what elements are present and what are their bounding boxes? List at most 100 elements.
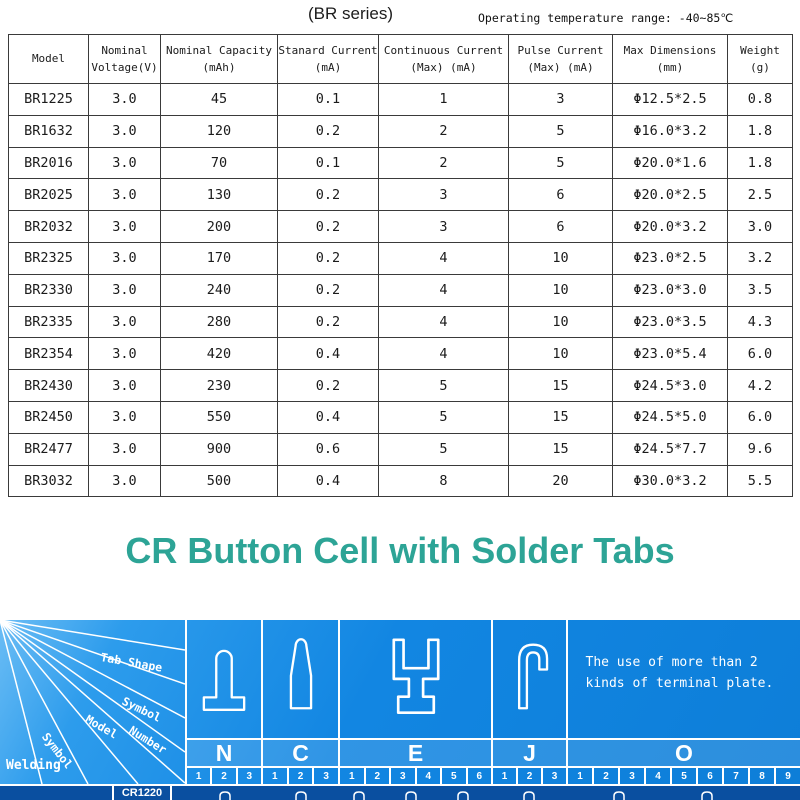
cell-pulse-current: 10: [508, 305, 613, 339]
cell-weight: 1.8: [727, 146, 793, 180]
table-row: BR2025 3.0 130 0.2 3 6 Φ20.0*2.5 2.5: [8, 178, 793, 212]
cutoff-tab-icon: [523, 791, 535, 800]
cell-capacity: 230: [160, 369, 278, 402]
cutoff-tab-icon: [219, 791, 231, 800]
cell-continuous-current: 3: [378, 178, 509, 212]
table-header-row: Model Nominal Voltage(V) Nominal Capacity…: [8, 34, 793, 84]
cutoff-tab-icon: [613, 791, 625, 800]
tab-shape-e-icon: [340, 620, 491, 738]
cr-solder-tabs-heading: CR Button Cell with Solder Tabs: [125, 530, 675, 571]
cell-standard-current: 0.4: [277, 337, 379, 371]
cell-dimensions: Φ24.5*3.0: [612, 369, 728, 402]
col-header-weight: Weight (g): [727, 34, 793, 84]
cell-standard-current: 0.2: [277, 241, 379, 275]
tab-number-cell: 2: [363, 768, 390, 784]
cell-standard-current: 0.1: [277, 83, 379, 116]
tab-number-cell: 8: [748, 768, 774, 784]
tab-letter-o: O: [568, 738, 800, 766]
table-row: BR2016 3.0 70 0.1 2 5 Φ20.0*1.6 1.8: [8, 146, 793, 180]
cell-standard-current: 0.6: [277, 432, 379, 466]
cell-continuous-current: 4: [378, 305, 509, 339]
tab-letter-j: J: [493, 738, 566, 766]
cell-dimensions: Φ23.0*5.4: [612, 337, 728, 371]
diagonal-fan-lines: [0, 620, 186, 785]
cell-continuous-current: 4: [378, 241, 509, 275]
cell-voltage: 3.0: [88, 273, 161, 307]
cell-continuous-current: 1: [378, 83, 509, 116]
cell-model: BR2330: [8, 273, 89, 307]
cell-dimensions: Φ23.0*3.5: [612, 305, 728, 339]
cell-standard-current: 0.1: [277, 146, 379, 180]
tab-shape-c-icon: [263, 620, 338, 738]
cell-dimensions: Φ12.5*2.5: [612, 83, 728, 116]
cell-standard-current: 0.4: [277, 400, 379, 434]
document-header: (BR series) Operating temperature range:…: [0, 0, 800, 34]
cell-standard-current: 0.2: [277, 369, 379, 402]
cell-model: BR2430: [8, 369, 89, 402]
table-row: BR2354 3.0 420 0.4 4 10 Φ23.0*5.4 6.0: [8, 337, 793, 371]
cell-continuous-current: 2: [378, 146, 509, 180]
col-header-standard-current: Stanard Current (mA): [277, 34, 379, 84]
cell-voltage: 3.0: [88, 400, 161, 434]
cell-weight: 6.0: [727, 400, 793, 434]
col-header-dimensions: Max Dimensions (mm): [612, 34, 728, 84]
cell-capacity: 900: [160, 432, 278, 466]
tab-number-cell: 6: [465, 768, 492, 784]
tab-number-cell: 6: [696, 768, 722, 784]
cell-voltage: 3.0: [88, 432, 161, 466]
cutoff-tab-icon: [701, 791, 713, 800]
table-row: BR2430 3.0 230 0.2 5 15 Φ24.5*3.0 4.2: [8, 369, 793, 402]
cell-dimensions: Φ24.5*5.0: [612, 400, 728, 434]
cell-voltage: 3.0: [88, 210, 161, 243]
battery-spec-table: Model Nominal Voltage(V) Nominal Capacity…: [8, 34, 793, 498]
cell-voltage: 3.0: [88, 305, 161, 339]
tab-number-cell: 2: [516, 768, 541, 784]
cell-continuous-current: 8: [378, 464, 509, 498]
cell-model: BR2477: [8, 432, 89, 466]
tab-number-cell: 2: [210, 768, 235, 784]
cell-pulse-current: 5: [508, 146, 613, 180]
cell-weight: 3.2: [727, 241, 793, 275]
cell-model: BR3032: [8, 464, 89, 498]
model-row-band: CR1220: [0, 784, 800, 800]
tab-letter-n: N: [187, 738, 261, 766]
cell-pulse-current: 20: [508, 464, 613, 498]
cell-pulse-current: 10: [508, 337, 613, 371]
table-row: BR1225 3.0 45 0.1 1 3 Φ12.5*2.5 0.8: [8, 83, 793, 116]
col-header-capacity: Nominal Capacity (mAh): [160, 34, 278, 84]
cell-continuous-current: 4: [378, 337, 509, 371]
diagram-corner-labels: Tab Shape Symbol Model Number Symbol Wel…: [0, 620, 186, 785]
cell-voltage: 3.0: [88, 146, 161, 180]
table-row: BR2032 3.0 200 0.2 3 6 Φ20.0*3.2 3.0: [8, 210, 793, 243]
table-row: BR1632 3.0 120 0.2 2 5 Φ16.0*3.2 1.8: [8, 114, 793, 148]
cell-model: BR2325: [8, 241, 89, 275]
tab-number-cell: 5: [670, 768, 696, 784]
tab-letter-c: C: [263, 738, 338, 766]
tab-number-cell: 3: [235, 768, 261, 784]
tab-number-cell: 1: [501, 770, 508, 782]
cell-pulse-current: 15: [508, 432, 613, 466]
cutoff-tab-icon: [353, 791, 365, 800]
cell-capacity: 45: [160, 83, 278, 116]
tab-column-o: The use of more than 2 kinds of terminal…: [566, 620, 800, 784]
cell-capacity: 550: [160, 400, 278, 434]
cell-model: BR2335: [8, 305, 89, 339]
cell-continuous-current: 3: [378, 210, 509, 243]
tab-letter-e: E: [340, 738, 491, 766]
cell-weight: 2.5: [727, 178, 793, 212]
table-header: Model Nominal Voltage(V) Nominal Capacity…: [8, 34, 793, 84]
cell-voltage: 3.0: [88, 369, 161, 402]
model-name-cell: CR1220: [112, 786, 172, 800]
series-title: (BR series): [308, 4, 394, 23]
cutoff-tab-icon: [405, 791, 417, 800]
table-row: BR3032 3.0 500 0.4 8 20 Φ30.0*3.2 5.5: [8, 464, 793, 498]
cell-capacity: 170: [160, 241, 278, 275]
